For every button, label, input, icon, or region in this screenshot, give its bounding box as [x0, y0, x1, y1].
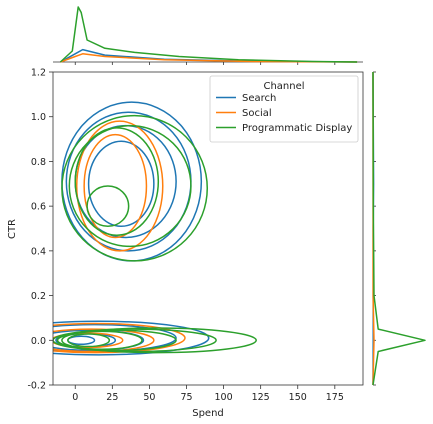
x-tick-label: 0	[72, 392, 78, 403]
contour-programmatic-display	[56, 329, 177, 352]
y-tick-label: 0.4	[31, 246, 46, 257]
contour-programmatic-display	[74, 127, 160, 236]
contour-social	[83, 133, 148, 239]
x-axis-label: Spend	[192, 408, 224, 419]
legend-title: Channel	[263, 81, 304, 92]
x-tick-label: 125	[252, 392, 270, 403]
x-tick-label: 50	[143, 392, 155, 403]
x-tick-label: 100	[215, 392, 233, 403]
y-tick-label: 1.2	[31, 68, 46, 79]
y-tick-label: 0.8	[31, 157, 46, 168]
marginal-y-density	[372, 71, 426, 386]
contour-search	[74, 124, 177, 239]
legend-entry-label: Social	[242, 108, 272, 119]
legend: Channel Search Social Programmatic Display	[209, 75, 359, 143]
y-axis-ticks: -0.2 0.0 0.2 0.4 0.6 0.8 1.0 1.2	[27, 68, 53, 392]
x-tick-label: 75	[180, 392, 192, 403]
contour-search	[53, 320, 210, 356]
main-plot-area: 0 25 50 75 100 125 150 175 -0.2 0.0 0.2 0.4 0.6 0.8 1…	[7, 68, 364, 419]
contour-programmatic-display	[61, 330, 143, 350]
contour-social	[75, 120, 164, 252]
contour-search	[87, 140, 155, 228]
y-tick-label: 0.6	[31, 202, 46, 213]
marginal-x-density	[53, 6, 363, 65]
marginal-y-programmatic-display	[372, 71, 426, 386]
contour-social	[53, 332, 124, 349]
y-tick-label: 0.2	[31, 291, 46, 302]
marginal-x-social	[60, 53, 358, 63]
y-tick-label: 0.0	[31, 336, 46, 347]
y-tick-label: -0.2	[27, 381, 46, 392]
x-tick-label: 150	[289, 392, 307, 403]
contour-programmatic-display	[61, 114, 209, 262]
contour-programmatic-display	[86, 185, 130, 228]
y-tick-label: 1.0	[31, 112, 46, 123]
marginal-x-programmatic-display	[59, 6, 358, 63]
legend-entry-label: Programmatic Display	[242, 123, 352, 134]
contour-programmatic-display	[53, 328, 217, 353]
legend-entry-label: Search	[242, 93, 276, 104]
contour-programmatic-display	[68, 124, 192, 248]
contour-social	[53, 328, 155, 353]
x-tick-label: 175	[326, 392, 344, 403]
kde-contours	[53, 101, 257, 356]
y-axis-label: CTR	[7, 219, 18, 239]
main-plot-frame	[52, 71, 364, 386]
contour-programmatic-display	[67, 333, 111, 348]
legend-box	[209, 75, 359, 143]
x-tick-label: 25	[106, 392, 118, 403]
x-axis-ticks: 0 25 50 75 100 125 150 175	[72, 385, 344, 403]
contour-search	[67, 335, 96, 346]
contour-social	[53, 322, 186, 354]
